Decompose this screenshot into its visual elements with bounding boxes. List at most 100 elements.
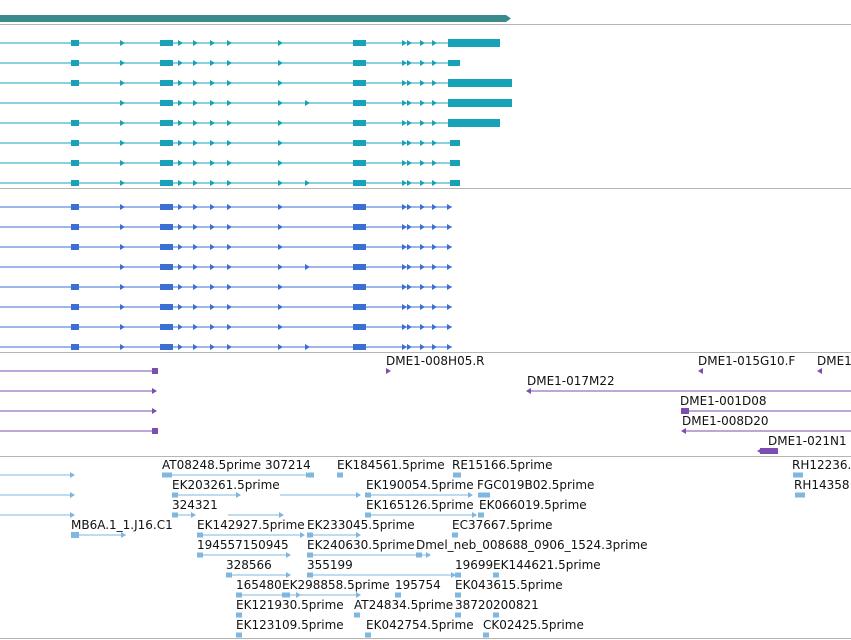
feature-label[interactable]: MB6A.1_1.J16.C1 bbox=[71, 518, 173, 532]
exon-block[interactable] bbox=[353, 60, 366, 66]
clone-end-marker[interactable] bbox=[698, 368, 703, 374]
feature-label[interactable]: AT24834.5prime bbox=[354, 598, 454, 612]
feature-label[interactable]: EK144621.5prime bbox=[493, 558, 601, 572]
exon-block[interactable] bbox=[160, 204, 173, 210]
exon-block[interactable] bbox=[353, 40, 366, 46]
est-block[interactable] bbox=[354, 612, 360, 618]
est-block[interactable] bbox=[795, 492, 805, 498]
exon-block[interactable] bbox=[71, 224, 79, 230]
exon-block[interactable] bbox=[71, 204, 79, 210]
est-block[interactable] bbox=[236, 612, 242, 618]
utr-block[interactable] bbox=[450, 180, 460, 186]
exon-block[interactable] bbox=[353, 324, 366, 330]
exon-block[interactable] bbox=[353, 224, 366, 230]
exon-block[interactable] bbox=[160, 304, 173, 310]
exon-block[interactable] bbox=[353, 160, 366, 166]
exon-block[interactable] bbox=[160, 40, 173, 46]
exon-block[interactable] bbox=[160, 120, 173, 126]
feature-end-block[interactable] bbox=[760, 448, 778, 454]
exon-block[interactable] bbox=[71, 324, 79, 330]
est-block[interactable] bbox=[395, 592, 401, 598]
feature-label[interactable]: RE15166.5prime bbox=[452, 458, 553, 472]
exon-block[interactable] bbox=[353, 204, 366, 210]
feature-label[interactable]: RH12236. bbox=[792, 458, 851, 472]
exon-block[interactable] bbox=[160, 224, 173, 230]
exon-block[interactable] bbox=[160, 284, 173, 290]
exon-block[interactable] bbox=[353, 80, 366, 86]
feature-label[interactable]: RH14358 bbox=[794, 478, 850, 492]
feature-label[interactable]: EK042754.5prime bbox=[366, 618, 474, 632]
est-block[interactable] bbox=[365, 632, 371, 638]
est-block[interactable] bbox=[478, 512, 484, 518]
exon-block[interactable] bbox=[71, 120, 79, 126]
feature-label[interactable]: EK203261.5prime bbox=[172, 478, 280, 492]
feature-label[interactable]: DME1-021N1 bbox=[768, 434, 847, 448]
feature-label[interactable]: DME1-008H05.R bbox=[386, 354, 485, 368]
est-block[interactable] bbox=[236, 632, 242, 638]
feature-label[interactable]: 19699 bbox=[455, 558, 494, 572]
feature-label[interactable]: Dmel_neb_008688_0906_1524.3prime bbox=[416, 538, 648, 552]
est-block[interactable] bbox=[455, 612, 461, 618]
exon-block[interactable] bbox=[353, 244, 366, 250]
exon-block[interactable] bbox=[353, 180, 366, 186]
utr-block[interactable] bbox=[448, 39, 500, 47]
feature-label[interactable]: EK142927.5prime bbox=[197, 518, 305, 532]
gene-span-bar[interactable] bbox=[0, 15, 511, 22]
feature-label[interactable]: EK184561.5prime bbox=[337, 458, 445, 472]
feature-label[interactable]: 195754 bbox=[395, 578, 441, 592]
est-block[interactable] bbox=[478, 492, 490, 498]
utr-block[interactable] bbox=[450, 160, 460, 166]
exon-block[interactable] bbox=[160, 160, 173, 166]
utr-block[interactable] bbox=[448, 119, 500, 127]
est-block[interactable] bbox=[493, 612, 499, 618]
feature-label[interactable]: 355199 bbox=[307, 558, 353, 572]
est-block[interactable] bbox=[455, 592, 461, 598]
exon-block[interactable] bbox=[353, 120, 366, 126]
feature-end-block[interactable] bbox=[152, 428, 158, 434]
est-block[interactable] bbox=[337, 472, 343, 478]
feature-label[interactable]: DME1-015G10.F bbox=[698, 354, 796, 368]
exon-block[interactable] bbox=[71, 160, 79, 166]
feature-label[interactable]: EK123109.5prime bbox=[236, 618, 344, 632]
feature-label[interactable]: 165480 bbox=[236, 578, 282, 592]
feature-label[interactable]: 324321 bbox=[172, 498, 218, 512]
est-block[interactable] bbox=[483, 632, 489, 638]
feature-label[interactable]: CK02425.5prime bbox=[483, 618, 584, 632]
exon-block[interactable] bbox=[71, 244, 79, 250]
exon-block[interactable] bbox=[71, 284, 79, 290]
utr-block[interactable] bbox=[448, 99, 512, 107]
feature-label[interactable]: DME1-001D08 bbox=[680, 394, 767, 408]
exon-block[interactable] bbox=[160, 244, 173, 250]
exon-block[interactable] bbox=[71, 80, 79, 86]
utr-block[interactable] bbox=[448, 60, 460, 66]
feature-label[interactable]: DME1-008D20 bbox=[682, 414, 769, 428]
exon-block[interactable] bbox=[160, 344, 173, 350]
utr-block[interactable] bbox=[450, 140, 460, 146]
feature-label[interactable]: EK043615.5prime bbox=[455, 578, 563, 592]
feature-label[interactable]: AT08248.5prime bbox=[162, 458, 262, 472]
feature-label[interactable]: EK233045.5prime bbox=[307, 518, 415, 532]
feature-label[interactable]: DME1 bbox=[817, 354, 851, 368]
exon-block[interactable] bbox=[71, 304, 79, 310]
exon-block[interactable] bbox=[71, 180, 79, 186]
feature-label[interactable]: 307214 bbox=[265, 458, 311, 472]
exon-block[interactable] bbox=[160, 264, 173, 270]
exon-block[interactable] bbox=[71, 344, 79, 350]
exon-block[interactable] bbox=[353, 264, 366, 270]
exon-block[interactable] bbox=[71, 40, 79, 46]
feature-label[interactable]: FGC019B02.5prime bbox=[477, 478, 595, 492]
feature-label[interactable]: EK298858.5prime bbox=[282, 578, 390, 592]
feature-label[interactable]: EC37667.5prime bbox=[452, 518, 553, 532]
feature-label[interactable]: EK190054.5prime bbox=[366, 478, 474, 492]
exon-block[interactable] bbox=[353, 344, 366, 350]
exon-block[interactable] bbox=[71, 60, 79, 66]
exon-block[interactable] bbox=[71, 140, 79, 146]
feature-label[interactable]: 38720 bbox=[455, 598, 494, 612]
exon-block[interactable] bbox=[353, 284, 366, 290]
exon-block[interactable] bbox=[353, 100, 366, 106]
clone-end-marker[interactable] bbox=[817, 368, 822, 374]
est-block[interactable] bbox=[452, 532, 458, 538]
feature-label[interactable]: 328566 bbox=[226, 558, 272, 572]
feature-end-block[interactable] bbox=[152, 368, 158, 374]
